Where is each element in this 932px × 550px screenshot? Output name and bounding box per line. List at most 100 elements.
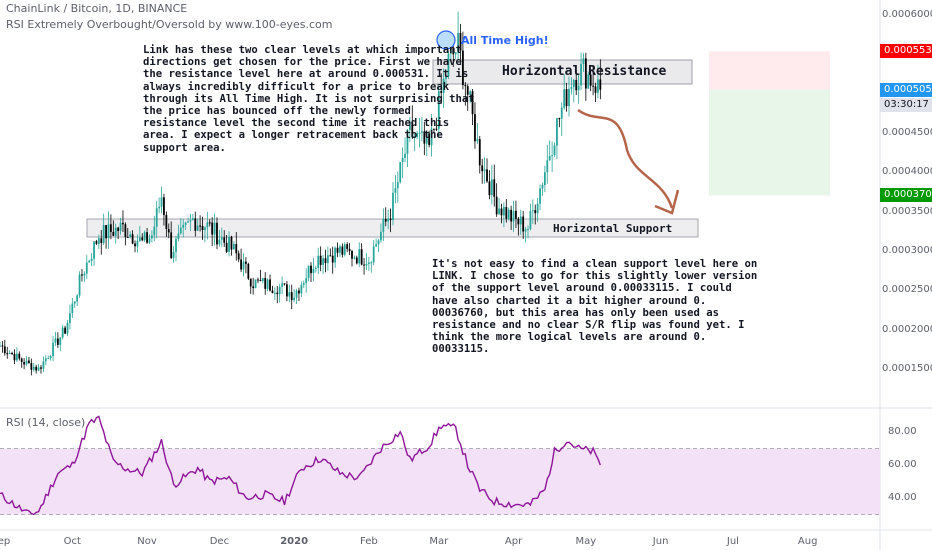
candle-body — [408, 122, 411, 130]
candle-body — [191, 218, 194, 221]
candle-body — [543, 172, 546, 186]
candle-body — [457, 32, 459, 53]
countdown-badge: 03:30:17 — [880, 97, 932, 112]
candle-body — [452, 48, 455, 55]
candle-body — [594, 86, 597, 93]
candle-body — [131, 234, 134, 244]
candle-body — [73, 301, 76, 304]
candle-body — [490, 179, 493, 196]
candle-body — [28, 360, 30, 363]
time-tick: Feb — [360, 536, 378, 547]
candle-body — [326, 255, 329, 263]
candle-body — [551, 155, 554, 157]
rsi-tick: 80.00 — [888, 426, 917, 437]
candle-body — [464, 85, 467, 87]
candle-body — [208, 222, 211, 224]
candle-body — [204, 227, 206, 231]
candle-body — [126, 236, 129, 238]
candle-body — [546, 160, 549, 173]
candle-body — [170, 232, 173, 258]
rsi-title: RSI (14, close) — [6, 416, 86, 429]
candle-body — [254, 279, 257, 289]
candle-body — [589, 74, 592, 86]
candle-body — [384, 218, 387, 222]
candle-body — [100, 238, 103, 243]
candle-body — [110, 224, 112, 232]
candle-body — [182, 224, 185, 228]
candle-body — [249, 278, 252, 287]
candle-body — [500, 208, 503, 216]
candle-body — [141, 237, 144, 241]
candle-body — [78, 274, 81, 296]
candle-body — [394, 188, 397, 193]
candle-body — [392, 192, 394, 221]
candle-body — [240, 259, 242, 270]
candle-body — [225, 242, 228, 252]
candle-body — [556, 118, 558, 146]
candle-body — [218, 239, 221, 245]
candle-body — [486, 169, 488, 182]
candle-body — [119, 222, 122, 232]
candle-body — [32, 366, 35, 370]
candle-body — [387, 218, 390, 222]
candle-body — [163, 197, 165, 215]
candle-body — [269, 279, 271, 291]
ath-marker — [436, 30, 456, 50]
candle-body — [54, 338, 57, 343]
candle-body — [481, 165, 484, 172]
candle-body — [105, 225, 107, 239]
candle-body — [515, 210, 517, 219]
candle-body — [261, 278, 264, 282]
candle-body — [442, 78, 445, 93]
candle-body — [577, 85, 580, 91]
projection-arrow-head — [654, 189, 680, 215]
candle-body — [599, 79, 602, 90]
candle-body — [102, 225, 105, 243]
candle-body — [206, 222, 209, 228]
resistance-zone — [432, 59, 693, 85]
candle-body — [324, 258, 327, 263]
candle-body — [582, 58, 585, 65]
candle-body — [196, 225, 199, 231]
candle-body — [18, 353, 21, 359]
candle-body — [257, 279, 259, 281]
candle-body — [146, 232, 148, 243]
candle-body — [459, 32, 462, 51]
candle-body — [30, 362, 33, 370]
resistance-label: Horizontal Resistance — [502, 64, 667, 79]
candle-body — [423, 131, 426, 144]
time-tick: Mar — [429, 536, 449, 547]
candle-body — [52, 342, 54, 357]
candle-body — [264, 278, 267, 289]
candle-body — [122, 222, 124, 225]
candle-body — [502, 207, 505, 216]
candle-body — [372, 246, 375, 263]
time-tick: Apr — [504, 536, 523, 547]
candle-body — [85, 262, 88, 274]
candle-body — [276, 292, 279, 295]
candle-body — [517, 218, 520, 225]
candle-body — [553, 145, 556, 156]
time-tick: Dec — [209, 536, 230, 547]
candle-body — [8, 353, 11, 355]
candle-body — [370, 262, 373, 264]
candle-body — [580, 64, 582, 86]
candle-body — [389, 218, 392, 221]
candle-body — [312, 268, 315, 274]
ath-label: All Time High! — [461, 34, 549, 47]
candle-body — [232, 243, 235, 250]
candle-body — [49, 356, 52, 359]
candle-body — [365, 263, 368, 266]
candle-body — [213, 222, 216, 235]
candle-body — [437, 91, 440, 129]
candle-body — [187, 221, 189, 223]
candle-body — [348, 248, 351, 252]
candle-body — [40, 367, 42, 369]
candle-body — [143, 232, 146, 241]
rsi-tick: 40.00 — [888, 492, 917, 503]
candle-body — [536, 203, 539, 214]
candle-body — [177, 233, 180, 239]
candle-body — [522, 216, 525, 232]
candle-body — [404, 153, 406, 158]
